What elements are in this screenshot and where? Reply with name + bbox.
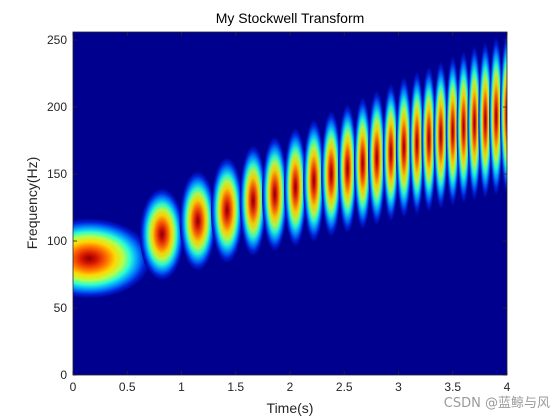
x-tick-label: 0	[70, 380, 77, 394]
heatmap-blob	[283, 128, 307, 247]
watermark: CSDN @蓝鲸与风	[444, 396, 550, 411]
heatmap-blob	[478, 42, 493, 199]
x-tick-label: 3	[395, 380, 402, 394]
chart-title: My Stockwell Transform	[216, 10, 365, 26]
heatmap-blob	[179, 171, 216, 271]
x-tick-label: 1	[178, 380, 185, 394]
x-tick-label: 2.5	[336, 380, 353, 394]
y-tick-label: 50	[54, 301, 68, 315]
heatmap-blob	[321, 111, 342, 238]
heatmap-blob	[395, 76, 412, 218]
heatmap-blob	[73, 218, 152, 299]
y-tick-label: 100	[47, 234, 67, 248]
y-tick-label: 150	[47, 167, 67, 181]
heatmap-blob	[382, 83, 399, 222]
heatmap-blob	[409, 71, 425, 215]
y-tick-label: 200	[47, 100, 67, 114]
heatmap-blob	[353, 97, 372, 230]
x-axis-title: Time(s)	[267, 400, 314, 416]
heatmap-blob	[433, 61, 449, 210]
heatmap-blob	[262, 136, 288, 252]
heatmap-blob	[456, 50, 471, 204]
y-axis-title: Frequency(Hz)	[24, 157, 40, 250]
heatmap-blob	[500, 33, 507, 194]
heatmap-blob	[368, 90, 386, 226]
y-tick-label: 0	[60, 368, 67, 382]
heatmap-blob	[139, 188, 185, 281]
x-tick-label: 2	[287, 380, 294, 394]
y-tick-label: 250	[47, 33, 67, 47]
y-axis: 0 50 100 150 200 250	[47, 33, 507, 382]
heatmap-blob	[489, 37, 504, 196]
heatmap-blob	[421, 66, 437, 213]
heatmap-blob	[445, 55, 460, 207]
heatmap-blob	[467, 45, 482, 201]
x-tick-label: 1.5	[227, 380, 244, 394]
heatmap-blob	[338, 104, 357, 234]
plot-area	[72, 31, 508, 376]
heatmap-blob	[210, 157, 244, 263]
heatmap-blob	[239, 145, 267, 257]
x-tick-label: 4	[504, 380, 511, 394]
heatmap-blob	[303, 119, 325, 242]
x-axis: 0 0.5 1 1.5 2 2.5 3 3.5 4	[70, 32, 511, 394]
x-tick-label: 3.5	[444, 380, 461, 394]
x-tick-label: 0.5	[119, 380, 136, 394]
